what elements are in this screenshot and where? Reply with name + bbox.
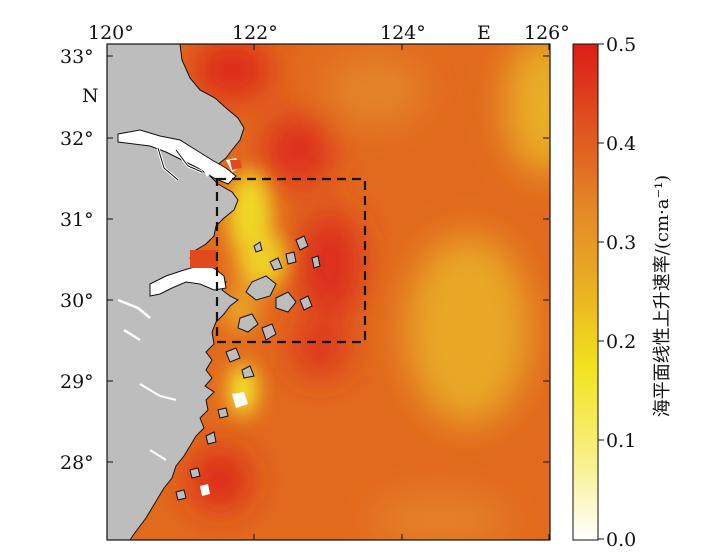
low-rate-region xyxy=(406,235,530,425)
lat-label: 32° xyxy=(60,128,94,150)
low-rate-region xyxy=(370,495,510,540)
river-branch xyxy=(117,298,151,342)
island xyxy=(261,323,277,341)
high-rate-region xyxy=(290,325,350,375)
lat-label: 31° xyxy=(60,209,94,231)
island xyxy=(241,365,255,379)
colorbar: 0.5 0.4 0.3 0.2 0.1 0.0 海平面线性上升速率/(cm·a⁻… xyxy=(572,34,673,551)
low-rate-region xyxy=(505,44,550,175)
coastal-patch xyxy=(232,392,248,408)
island xyxy=(237,313,259,333)
island xyxy=(217,407,229,419)
island xyxy=(299,295,313,311)
lon-label: 120° xyxy=(88,22,134,44)
map-frame xyxy=(106,43,551,541)
lon-direction: E xyxy=(477,22,491,44)
island xyxy=(175,489,187,501)
high-rate-region xyxy=(298,210,362,320)
island xyxy=(245,275,277,301)
coastal-patch xyxy=(200,484,210,496)
island xyxy=(285,251,297,265)
colorbar-tick-label: 0.0 xyxy=(606,529,636,551)
lat-ticks xyxy=(107,55,549,463)
lat-label: 28° xyxy=(60,452,94,474)
map-area xyxy=(107,44,550,540)
colorbar-tick-label: 0.2 xyxy=(606,331,636,353)
bay-high-rate-patch xyxy=(190,250,218,268)
lon-label: 122° xyxy=(232,22,278,44)
river-branch xyxy=(157,147,203,181)
lat-direction: N xyxy=(82,85,99,107)
island xyxy=(295,235,309,251)
low-rate-region xyxy=(325,55,425,125)
colorbar-tick-label: 0.4 xyxy=(606,133,636,155)
colorbar-gradient xyxy=(572,43,599,541)
island xyxy=(253,241,263,253)
lat-label: 29° xyxy=(60,371,94,393)
island xyxy=(269,257,283,271)
lat-label: 33° xyxy=(60,46,94,68)
colorbar-tick-label: 0.5 xyxy=(606,34,636,56)
colorbar-ticks xyxy=(598,43,604,540)
islands xyxy=(175,235,321,501)
island xyxy=(205,431,217,445)
lon-ticks xyxy=(106,44,550,540)
colorbar-tick-label: 0.1 xyxy=(606,430,636,452)
study-region-box xyxy=(215,177,367,344)
colorbar-tick-label: 0.3 xyxy=(606,232,636,254)
lat-label: 30° xyxy=(60,290,94,312)
coastal-low-region xyxy=(237,230,287,290)
high-rate-region xyxy=(190,450,250,510)
island xyxy=(275,291,297,313)
high-rate-region xyxy=(263,115,333,185)
coastal-patch xyxy=(230,160,242,170)
island xyxy=(311,255,321,269)
high-rate-region xyxy=(192,44,272,100)
colorbar-title: 海平面线性上升速率/(cm·a⁻¹) xyxy=(652,175,673,417)
lon-label: 124° xyxy=(380,22,426,44)
island xyxy=(225,347,241,363)
island xyxy=(189,467,201,479)
lon-label: 126° xyxy=(524,22,570,44)
river-branch xyxy=(139,383,177,461)
hangzhou-bay xyxy=(149,265,227,297)
